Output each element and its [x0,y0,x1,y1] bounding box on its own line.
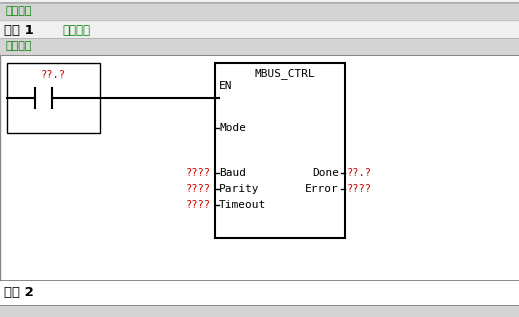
Text: 网络 1: 网络 1 [4,23,34,36]
Text: ??.?: ??.? [347,168,372,178]
Text: EN: EN [219,81,233,91]
Text: ????: ???? [347,184,372,194]
Text: ????: ???? [186,200,211,210]
Bar [0,305,519,317]
Bar [215,63,345,238]
Text: 程序注释: 程序注释 [6,7,33,16]
Bar [7,63,100,133]
Bar [0,280,519,317]
Text: ????: ???? [186,184,211,194]
Bar [0,38,519,55]
Text: ????: ???? [186,168,211,178]
Text: MBUS_CTRL: MBUS_CTRL [255,68,316,80]
Text: 网络 2: 网络 2 [4,286,34,299]
Text: ??.?: ??.? [41,70,66,80]
Text: Mode: Mode [219,123,246,133]
Text: 网络标题: 网络标题 [62,23,90,36]
Bar [0,3,519,20]
Text: Baud: Baud [219,168,246,178]
Bar [0,55,519,280]
Text: Timeout: Timeout [219,200,266,210]
Text: Done: Done [312,168,339,178]
Text: 网络注释: 网络注释 [6,42,33,51]
Text: Parity: Parity [219,184,260,194]
Text: Error: Error [305,184,339,194]
